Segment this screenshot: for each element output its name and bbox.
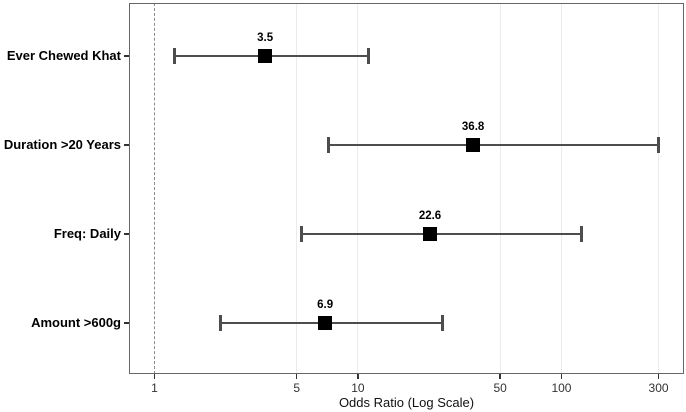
value-label: 3.5 xyxy=(257,32,274,44)
x-axis-tick xyxy=(153,374,156,379)
ci-cap-right xyxy=(657,137,661,153)
x-axis-tick-label: 1 xyxy=(151,381,158,395)
reference-line xyxy=(153,3,155,374)
ci-cap-left xyxy=(327,137,331,153)
ci-cap-right xyxy=(367,48,371,64)
gridline xyxy=(658,3,660,374)
ci-cap-left xyxy=(218,315,222,331)
y-axis-label: Duration >20 Years xyxy=(3,137,121,152)
ci-cap-right xyxy=(440,315,444,331)
x-axis-tick xyxy=(357,374,359,379)
plot-panel xyxy=(129,3,684,374)
or-point-square xyxy=(258,49,273,63)
y-axis-tick xyxy=(124,233,129,235)
x-axis-tick-label: 5 xyxy=(293,381,301,395)
y-axis-label: Amount >600g xyxy=(31,315,121,330)
x-axis-tick xyxy=(657,374,660,379)
ci-cap-right xyxy=(579,226,583,242)
x-axis-tick-label: 300 xyxy=(648,381,669,395)
ci-cap-left xyxy=(300,226,304,242)
y-axis-label: Freq: Daily xyxy=(53,226,121,241)
y-axis-tick xyxy=(124,322,129,324)
error-bar xyxy=(328,143,659,147)
x-axis-tick-label: 100 xyxy=(551,381,572,395)
ci-cap-left xyxy=(172,48,176,64)
or-point-square xyxy=(318,316,333,330)
gridline xyxy=(560,3,562,374)
gridline xyxy=(357,3,359,374)
gridline xyxy=(296,3,298,374)
y-axis-label: Ever Chewed Khat xyxy=(6,48,121,63)
x-axis-tick-label: 10 xyxy=(351,381,365,395)
gridline xyxy=(499,3,501,374)
x-axis-title: Odds Ratio (Log Scale) xyxy=(338,395,475,410)
value-label: 22.6 xyxy=(418,210,442,222)
y-axis-tick xyxy=(124,144,129,146)
or-point-square xyxy=(423,227,438,241)
x-axis-tick xyxy=(499,374,501,379)
y-axis-tick xyxy=(124,55,129,57)
x-axis-tick xyxy=(560,374,563,379)
x-axis-tick xyxy=(295,374,298,379)
or-point-square xyxy=(466,138,481,152)
value-label: 6.9 xyxy=(317,299,334,311)
error-bar xyxy=(301,232,582,236)
x-axis-tick-label: 50 xyxy=(493,381,507,395)
value-label: 36.8 xyxy=(461,121,485,133)
